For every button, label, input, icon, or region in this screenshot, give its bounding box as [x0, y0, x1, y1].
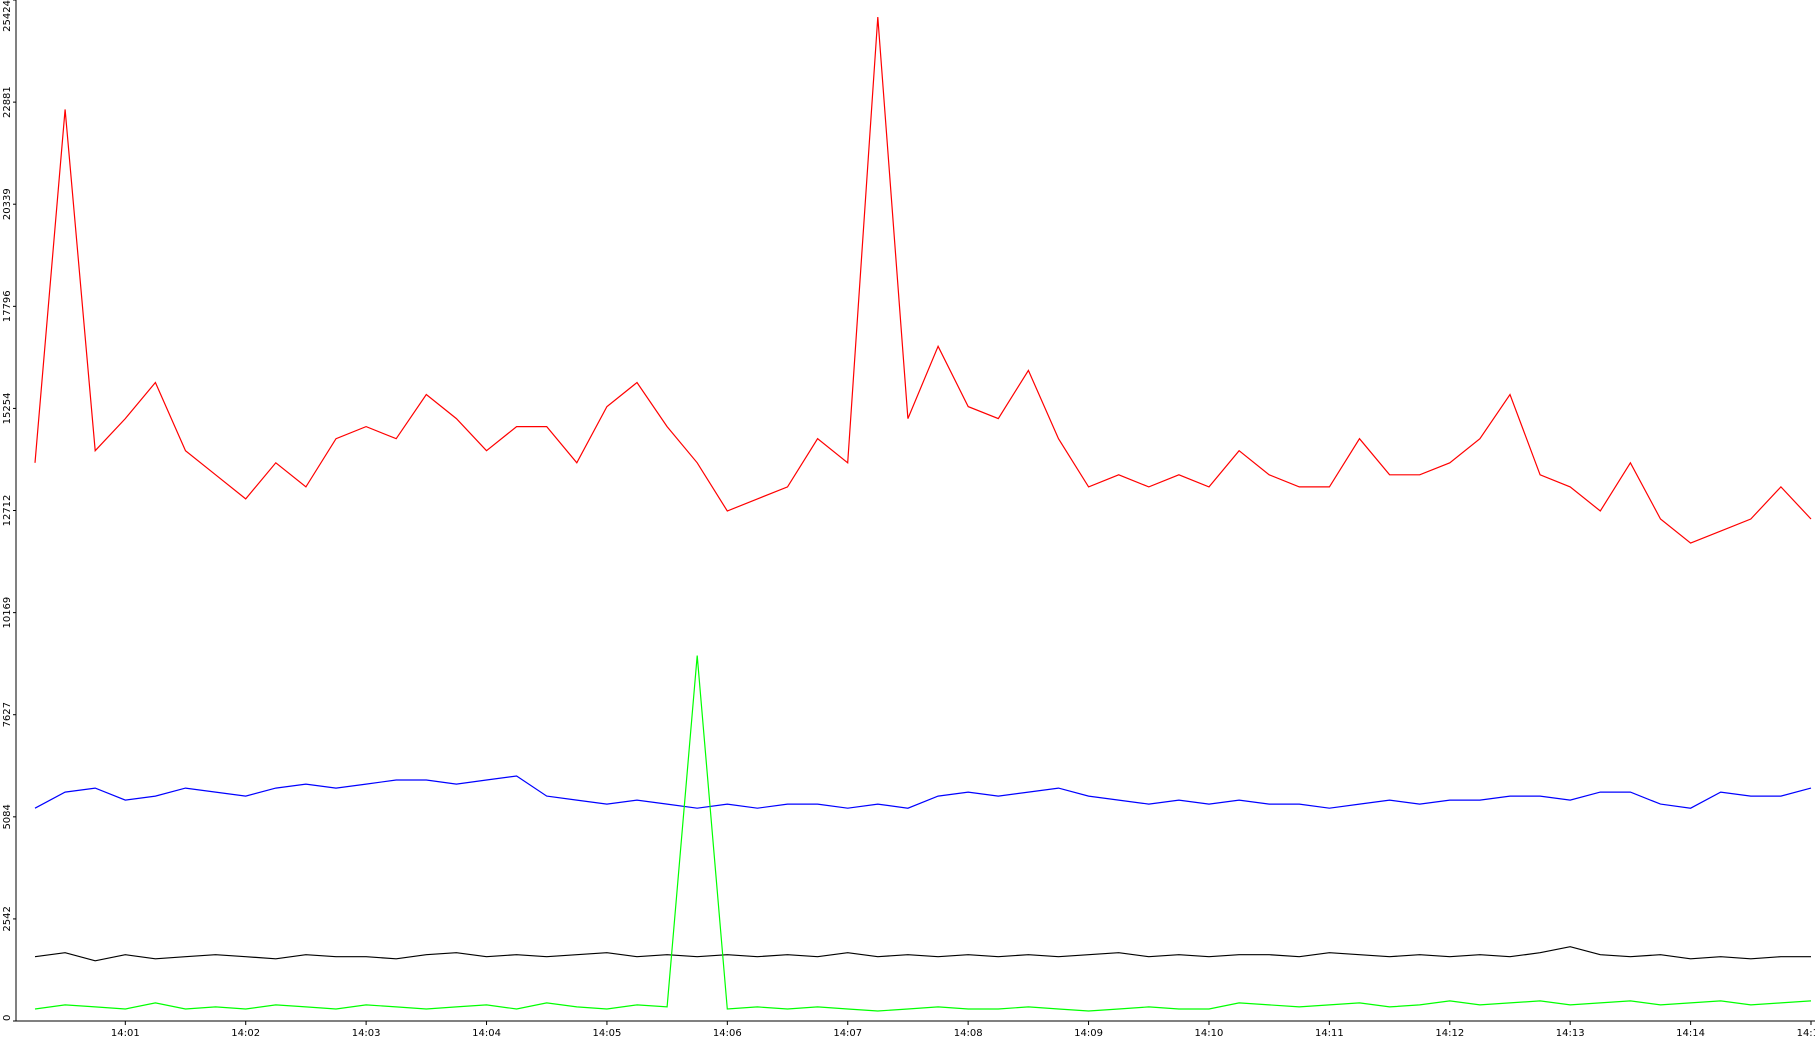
- x-tick-label: 14:12: [1435, 1028, 1464, 1039]
- y-tick-label: 7627: [2, 702, 13, 727]
- x-tick-label: 14:10: [1195, 1028, 1224, 1039]
- x-tick-label: 14:05: [593, 1028, 622, 1039]
- y-tick-label: 20339: [2, 188, 13, 220]
- y-tick-label: 22881: [2, 86, 13, 118]
- x-tick-label: 14:15: [1797, 1028, 1815, 1039]
- x-tick-label: 14:07: [833, 1028, 862, 1039]
- x-tick-label: 14:04: [472, 1028, 501, 1039]
- x-tick-label: 14:06: [713, 1028, 742, 1039]
- y-tick-label: 5084: [2, 804, 13, 829]
- x-tick-label: 14:09: [1074, 1028, 1103, 1039]
- y-tick-label: 2542: [2, 906, 13, 931]
- series-line: [34, 775, 1812, 809]
- x-tick-label: 14:13: [1556, 1028, 1585, 1039]
- series-line: [34, 16, 1812, 544]
- series-line: [34, 946, 1811, 962]
- y-tick-label: 25424: [2, 0, 13, 32]
- x-tick-label: 14:14: [1676, 1028, 1705, 1039]
- series-line: [34, 655, 1812, 1012]
- x-tick-label: 14:11: [1315, 1028, 1344, 1039]
- y-tick-label: 10169: [2, 597, 13, 629]
- y-tick-label: 12712: [2, 495, 13, 527]
- x-tick-label: 14:03: [352, 1028, 381, 1039]
- y-tick-label: 15254: [2, 393, 13, 425]
- y-tick-label: 0: [2, 1015, 13, 1021]
- x-tick-label: 14:08: [954, 1028, 983, 1039]
- x-tick-label: 14:02: [231, 1028, 260, 1039]
- y-tick-label: 17796: [2, 290, 13, 322]
- x-tick-label: 14:01: [111, 1028, 140, 1039]
